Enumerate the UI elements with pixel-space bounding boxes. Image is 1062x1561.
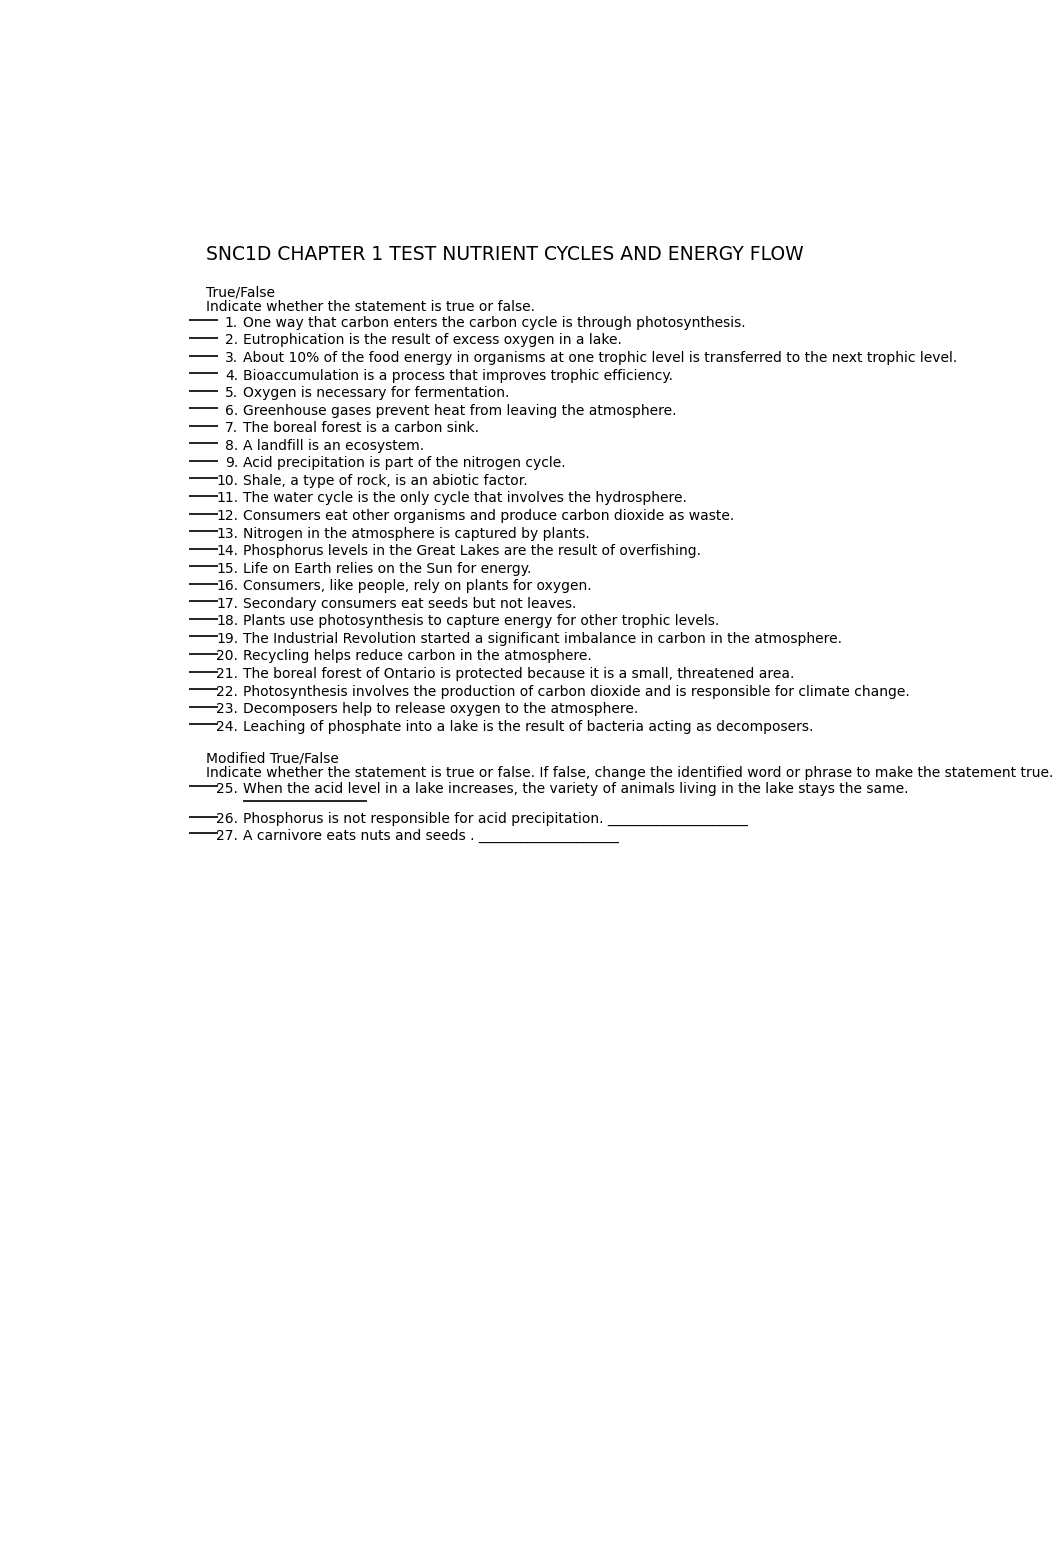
Text: 27.: 27. (217, 829, 238, 843)
Text: Phosphorus levels in the Great Lakes are the result of overfishing.: Phosphorus levels in the Great Lakes are… (243, 545, 701, 559)
Text: 13.: 13. (217, 526, 238, 540)
Text: 10.: 10. (217, 475, 238, 489)
Text: Bioaccumulation is a process that improves trophic efficiency.: Bioaccumulation is a process that improv… (243, 368, 673, 382)
Text: 25.: 25. (217, 782, 238, 796)
Text: 21.: 21. (217, 667, 238, 681)
Text: Modified True/False: Modified True/False (206, 751, 339, 765)
Text: 3.: 3. (225, 351, 238, 365)
Text: True/False: True/False (206, 286, 275, 300)
Text: 5.: 5. (225, 386, 238, 400)
Text: Recycling helps reduce carbon in the atmosphere.: Recycling helps reduce carbon in the atm… (243, 649, 592, 663)
Text: 17.: 17. (217, 596, 238, 610)
Text: 15.: 15. (217, 562, 238, 576)
Text: Acid precipitation is part of the nitrogen cycle.: Acid precipitation is part of the nitrog… (243, 456, 565, 470)
Text: 1.: 1. (225, 315, 238, 329)
Text: 14.: 14. (217, 545, 238, 559)
Text: 26.: 26. (217, 812, 238, 826)
Text: Decomposers help to release oxygen to the atmosphere.: Decomposers help to release oxygen to th… (243, 702, 638, 716)
Text: Life on Earth relies on the Sun for energy.: Life on Earth relies on the Sun for ener… (243, 562, 531, 576)
Text: A landfill is an ecosystem.: A landfill is an ecosystem. (243, 439, 424, 453)
Text: About 10% of the food energy in organisms at one trophic level is transferred to: About 10% of the food energy in organism… (243, 351, 957, 365)
Text: Indicate whether the statement is true or false.: Indicate whether the statement is true o… (206, 300, 535, 314)
Text: Consumers eat other organisms and produce carbon dioxide as waste.: Consumers eat other organisms and produc… (243, 509, 734, 523)
Text: A carnivore eats nuts and seeds . ____________________: A carnivore eats nuts and seeds . ______… (243, 829, 619, 843)
Text: Plants use photosynthesis to capture energy for other trophic levels.: Plants use photosynthesis to capture ene… (243, 615, 719, 628)
Text: 9.: 9. (225, 456, 238, 470)
Text: The boreal forest is a carbon sink.: The boreal forest is a carbon sink. (243, 421, 479, 436)
Text: Photosynthesis involves the production of carbon dioxide and is responsible for : Photosynthesis involves the production o… (243, 685, 909, 698)
Text: Indicate whether the statement is true or false. If false, change the identified: Indicate whether the statement is true o… (206, 766, 1054, 780)
Text: 20.: 20. (217, 649, 238, 663)
Text: 19.: 19. (216, 632, 238, 646)
Text: Oxygen is necessary for fermentation.: Oxygen is necessary for fermentation. (243, 386, 509, 400)
Text: 11.: 11. (216, 492, 238, 506)
Text: 2.: 2. (225, 334, 238, 348)
Text: The Industrial Revolution started a significant imbalance in carbon in the atmos: The Industrial Revolution started a sign… (243, 632, 842, 646)
Text: 18.: 18. (216, 615, 238, 628)
Text: 6.: 6. (225, 404, 238, 418)
Text: 16.: 16. (216, 579, 238, 593)
Text: 8.: 8. (225, 439, 238, 453)
Text: SNC1D CHAPTER 1 TEST NUTRIENT CYCLES AND ENERGY FLOW: SNC1D CHAPTER 1 TEST NUTRIENT CYCLES AND… (206, 245, 804, 264)
Text: The water cycle is the only cycle that involves the hydrosphere.: The water cycle is the only cycle that i… (243, 492, 687, 506)
Text: 12.: 12. (217, 509, 238, 523)
Text: 24.: 24. (217, 720, 238, 734)
Text: 7.: 7. (225, 421, 238, 436)
Text: One way that carbon enters the carbon cycle is through photosynthesis.: One way that carbon enters the carbon cy… (243, 315, 746, 329)
Text: 22.: 22. (217, 685, 238, 698)
Text: Shale, a type of rock, is an abiotic factor.: Shale, a type of rock, is an abiotic fac… (243, 475, 528, 489)
Text: When the acid level in a lake increases, the variety of animals living in the la: When the acid level in a lake increases,… (243, 782, 908, 796)
Text: Secondary consumers eat seeds but not leaves.: Secondary consumers eat seeds but not le… (243, 596, 577, 610)
Text: Nitrogen in the atmosphere is captured by plants.: Nitrogen in the atmosphere is captured b… (243, 526, 589, 540)
Text: 4.: 4. (225, 368, 238, 382)
Text: Eutrophication is the result of excess oxygen in a lake.: Eutrophication is the result of excess o… (243, 334, 621, 348)
Text: 23.: 23. (217, 702, 238, 716)
Text: The boreal forest of Ontario is protected because it is a small, threatened area: The boreal forest of Ontario is protecte… (243, 667, 794, 681)
Text: Consumers, like people, rely on plants for oxygen.: Consumers, like people, rely on plants f… (243, 579, 592, 593)
Text: Phosphorus is not responsible for acid precipitation. ____________________: Phosphorus is not responsible for acid p… (243, 812, 748, 826)
Text: Greenhouse gases prevent heat from leaving the atmosphere.: Greenhouse gases prevent heat from leavi… (243, 404, 676, 418)
Text: Leaching of phosphate into a lake is the result of bacteria acting as decomposer: Leaching of phosphate into a lake is the… (243, 720, 813, 734)
